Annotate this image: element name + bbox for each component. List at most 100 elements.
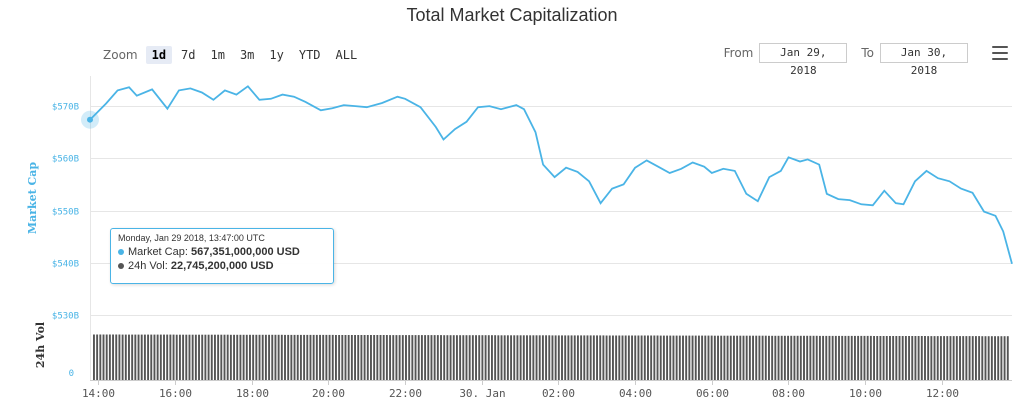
zoom-1m-button[interactable]: 1m [210, 48, 225, 62]
hamburger-icon[interactable] [992, 46, 1008, 60]
volume-bar [526, 335, 528, 380]
volume-bar [516, 335, 519, 380]
y-tick-label: $550B [52, 208, 79, 218]
volume-bar [411, 335, 414, 380]
volume-bar [150, 334, 153, 380]
volume-bar [325, 334, 328, 380]
volume-bar [615, 335, 618, 380]
volume-bar [245, 334, 248, 380]
volume-bar [847, 335, 850, 380]
volume-bar [987, 336, 990, 380]
x-tick-label: 08:00 [772, 387, 805, 400]
volume-bar [398, 335, 401, 380]
volume-bar [112, 334, 115, 380]
volume-bar [455, 335, 458, 380]
volume-bar [468, 335, 471, 380]
volume-bar [331, 334, 334, 380]
volume-bar [373, 335, 376, 380]
volume-bar [532, 335, 535, 380]
volume-bar [462, 335, 465, 380]
volume-bar [529, 335, 532, 380]
volume-bar [363, 335, 366, 380]
volume-bar [621, 335, 624, 380]
volume-bar [968, 336, 971, 380]
volume-bar [853, 335, 856, 380]
volume-bar [134, 334, 137, 380]
volume-bar [796, 335, 799, 380]
volume-bar [946, 336, 949, 380]
volume-bar [366, 335, 369, 380]
volume-bar [334, 335, 337, 380]
volume-bar [818, 335, 821, 380]
volume-bar [564, 335, 567, 380]
volume-bar [198, 334, 200, 380]
volume-bar [570, 335, 573, 380]
volume-bar [803, 335, 805, 380]
volume-bar [882, 336, 885, 380]
volume-bar [936, 336, 939, 380]
zoom-all-button[interactable]: ALL [335, 48, 358, 62]
volume-bar [602, 335, 605, 380]
volume-bar [962, 336, 965, 380]
volume-bar [866, 335, 869, 380]
volume-bar [271, 334, 274, 380]
volume-bar [137, 334, 140, 380]
volume-bar [1006, 336, 1009, 380]
volume-bar [678, 335, 681, 380]
volume-bar [739, 335, 742, 380]
menu-bar [992, 46, 1008, 48]
zoom-1y-button[interactable]: 1y [269, 48, 284, 62]
volume-bar [449, 335, 452, 380]
volume-bar [494, 335, 497, 380]
volume-bar [360, 335, 363, 380]
volume-bar [806, 335, 809, 380]
volume-bar [299, 334, 302, 380]
volume-bar [697, 335, 700, 380]
volume-bar [554, 335, 557, 380]
volume-bar [717, 335, 719, 380]
volume-bar [213, 334, 216, 380]
volume-bar [535, 335, 538, 380]
volume-axis-label: 24h Vol [34, 322, 47, 368]
volume-bar [844, 335, 847, 380]
volume-bar [284, 334, 286, 380]
volume-bar [274, 334, 277, 380]
volume-bar [904, 336, 907, 380]
x-tick-label: 30. Jan [459, 387, 505, 400]
zoom-1d-button[interactable]: 1d [145, 46, 173, 64]
volume-bar [147, 334, 150, 380]
to-date-input[interactable]: Jan 30, 2018 [880, 43, 968, 77]
volume-bar [955, 336, 958, 380]
volume-bar [264, 334, 267, 380]
volume-bar [341, 335, 344, 380]
volume-bar [487, 335, 490, 380]
volume-bar [682, 335, 684, 380]
tooltip-date: Monday, Jan 29 2018, 13:47:00 UTC [118, 233, 265, 243]
volume-bar [427, 335, 430, 380]
from-date-input[interactable]: Jan 29, 2018 [759, 43, 848, 77]
volume-bar [860, 335, 863, 380]
volume-bar [185, 334, 188, 380]
tooltip-market-cap-value: 567,351,000,000 USD [190, 246, 300, 258]
zoom-ytd-button[interactable]: YTD [298, 48, 321, 62]
volume-bar [303, 334, 306, 380]
volume-bar [382, 335, 385, 380]
x-tick-label: 10:00 [849, 387, 882, 400]
volume-bar [153, 334, 156, 380]
volume-bar [296, 334, 299, 380]
volume-bar [118, 334, 121, 380]
volume-bar [576, 335, 579, 380]
volume-bar [280, 334, 283, 380]
zoom-7d-button[interactable]: 7d [181, 48, 196, 62]
volume-bar [128, 334, 130, 380]
volume-bar [315, 334, 318, 380]
volume-bar [93, 334, 95, 380]
volume-bar [768, 335, 770, 380]
zoom-3m-button[interactable]: 3m [239, 48, 255, 62]
volume-bar [115, 334, 118, 380]
volume-bar [424, 335, 427, 380]
volume-bar [258, 334, 261, 380]
volume-bar [551, 335, 554, 380]
volume-bar [220, 334, 223, 380]
volume-bar [557, 335, 560, 380]
